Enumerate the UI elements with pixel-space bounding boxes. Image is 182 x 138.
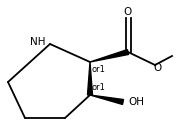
Polygon shape <box>90 50 129 62</box>
Polygon shape <box>90 95 124 104</box>
Text: or1: or1 <box>92 66 106 75</box>
Text: NH: NH <box>30 37 46 47</box>
Text: O: O <box>153 63 161 73</box>
Text: O: O <box>124 7 132 17</box>
Text: OH: OH <box>128 97 144 107</box>
Polygon shape <box>88 62 92 95</box>
Text: or1: or1 <box>92 83 106 91</box>
